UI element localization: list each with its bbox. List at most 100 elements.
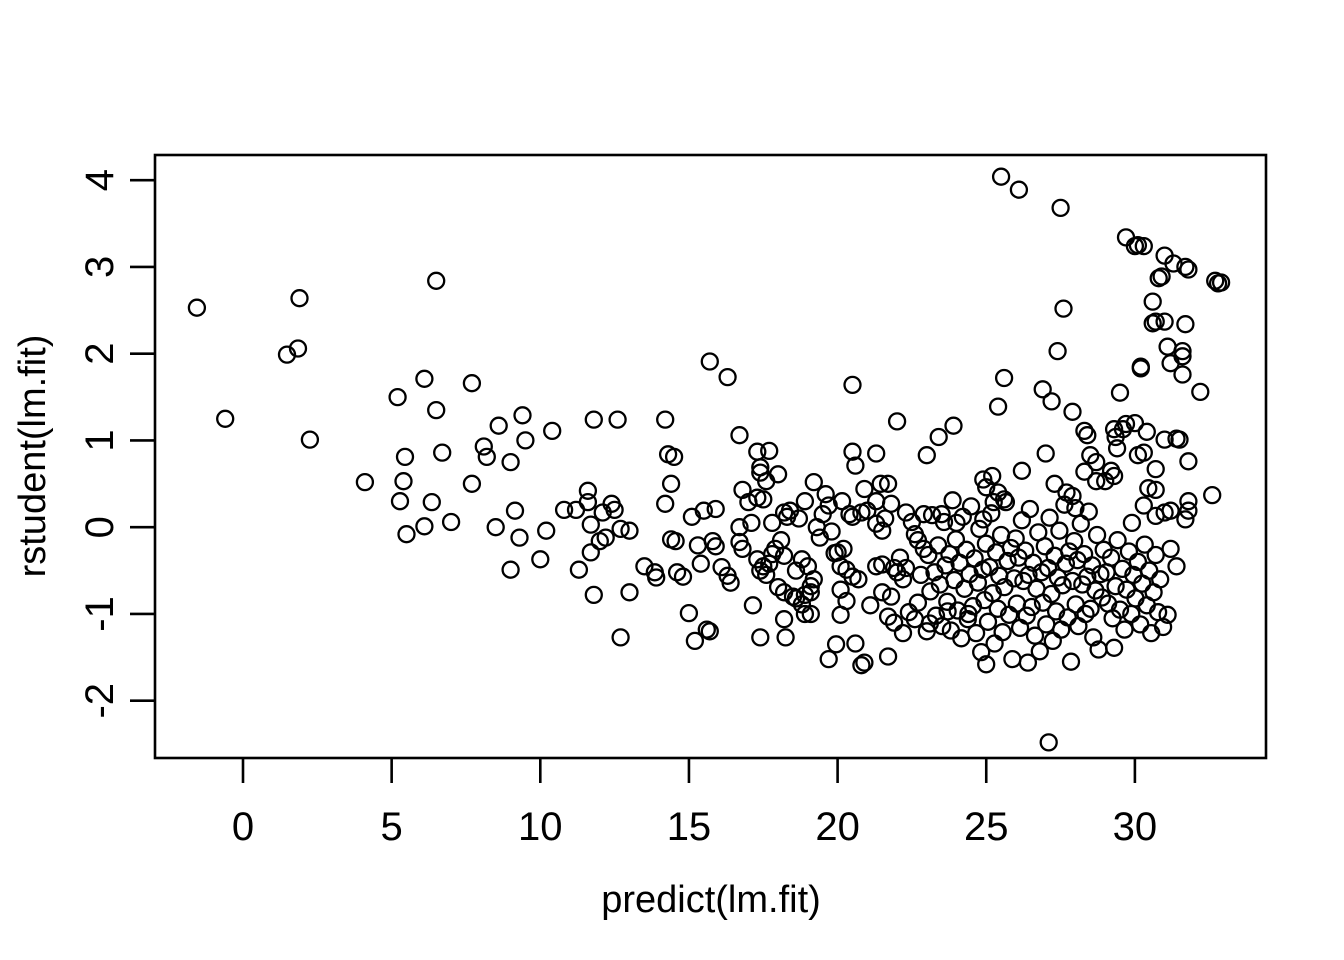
data-point	[1019, 565, 1038, 585]
data-point	[846, 634, 865, 653]
data-point	[884, 613, 904, 632]
data-point	[837, 591, 856, 611]
data-point	[893, 623, 913, 643]
data-point	[1006, 529, 1025, 548]
data-point	[1054, 299, 1073, 318]
data-point	[489, 416, 508, 435]
data-point	[691, 554, 710, 573]
y-axis-title: rstudent(lm.fit)	[12, 335, 54, 578]
data-point	[743, 596, 763, 615]
data-point	[976, 534, 996, 553]
data-point	[1161, 539, 1180, 559]
data-point	[1061, 652, 1081, 671]
data-point	[581, 543, 600, 562]
data-point	[1042, 584, 1061, 604]
data-point	[1167, 557, 1186, 576]
data-point	[394, 472, 413, 491]
data-point	[730, 518, 749, 537]
data-point	[288, 339, 308, 358]
data-point	[1134, 236, 1153, 256]
data-point	[584, 410, 603, 429]
data-point	[501, 560, 520, 579]
data-point	[1048, 341, 1067, 361]
data-point	[804, 472, 823, 492]
data-point	[852, 656, 871, 675]
data-point	[1131, 615, 1150, 634]
data-point	[688, 536, 708, 555]
data-point	[932, 505, 951, 524]
data-point	[700, 352, 719, 371]
data-point	[789, 509, 809, 528]
data-point	[664, 447, 684, 467]
data-point	[1075, 421, 1094, 441]
data-point	[988, 599, 1007, 618]
data-point	[216, 409, 235, 428]
data-point	[998, 551, 1017, 571]
data-point	[795, 492, 815, 511]
data-point	[620, 583, 639, 602]
y-tick-label: 2	[78, 343, 122, 365]
data-point	[679, 603, 699, 623]
data-point	[1056, 554, 1076, 573]
data-point	[730, 426, 749, 445]
data-point	[1104, 638, 1124, 657]
data-point	[984, 492, 1003, 512]
data-point	[605, 500, 624, 520]
data-point	[1010, 618, 1030, 638]
data-point	[608, 410, 627, 429]
data-point	[1176, 315, 1195, 334]
data-point	[1092, 588, 1112, 607]
data-point	[966, 623, 986, 643]
data-point	[878, 474, 898, 493]
data-point	[982, 504, 1001, 523]
data-point	[1066, 595, 1085, 614]
data-point	[596, 528, 615, 547]
data-point	[666, 531, 685, 551]
data-point	[1179, 452, 1198, 471]
data-point	[994, 368, 1014, 388]
data-point	[855, 653, 874, 672]
x-tick-label: 10	[518, 805, 563, 849]
data-point	[840, 505, 859, 524]
data-point	[1108, 531, 1127, 550]
data-point	[914, 505, 933, 524]
data-point	[355, 472, 375, 492]
data-point	[501, 452, 520, 472]
x-tick-label: 0	[232, 805, 254, 849]
data-point	[1063, 486, 1082, 506]
data-point	[441, 512, 461, 532]
data-point	[1101, 548, 1121, 567]
data-point	[934, 512, 954, 532]
data-point	[462, 374, 482, 393]
data-point	[1151, 570, 1170, 589]
data-point	[1106, 577, 1125, 596]
data-point	[1017, 606, 1036, 625]
data-point	[917, 446, 936, 465]
data-point	[1081, 599, 1100, 618]
data-point	[908, 593, 928, 612]
data-point	[867, 492, 886, 511]
data-point	[620, 521, 639, 540]
y-tick-label: -2	[78, 683, 122, 719]
data-point	[986, 543, 1006, 562]
data-point	[1139, 479, 1158, 498]
data-point	[1104, 420, 1124, 439]
data-point	[996, 492, 1016, 512]
data-point	[1176, 510, 1195, 529]
data-point	[846, 456, 865, 475]
data-point	[1146, 459, 1165, 479]
data-point	[733, 539, 752, 559]
data-point	[543, 421, 562, 441]
data-point	[985, 634, 1004, 653]
data-point	[486, 518, 505, 537]
data-point	[1140, 561, 1159, 580]
x-tick-label: 20	[815, 805, 860, 849]
data-point	[433, 443, 452, 462]
data-point	[1211, 273, 1231, 292]
data-point	[1012, 511, 1032, 530]
data-point	[896, 558, 916, 578]
data-point	[1096, 472, 1115, 491]
data-point	[988, 397, 1008, 416]
data-point	[1173, 341, 1192, 361]
